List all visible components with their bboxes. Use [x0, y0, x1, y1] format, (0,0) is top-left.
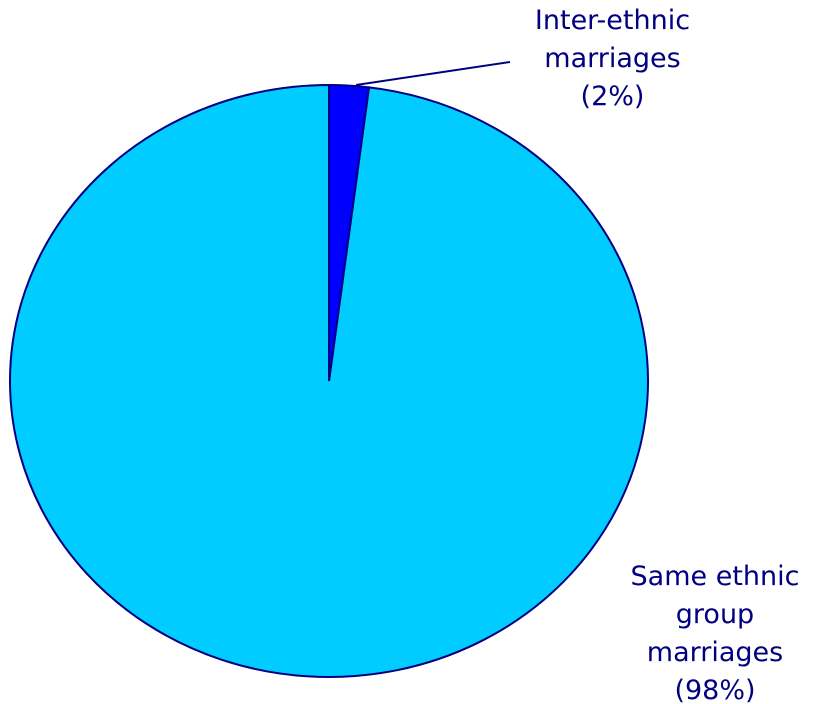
pie-slice [328, 83, 371, 382]
slice-label: Inter-ethnic marriages (2%) [500, 2, 725, 116]
leader-line [355, 61, 511, 86]
category-label: Same ethnic group marriages [630, 561, 800, 668]
value-label: (2%) [580, 81, 645, 112]
category-label: Inter-ethnic marriages [534, 5, 691, 74]
value-label: (98%) [674, 675, 756, 704]
slice-label: Same ethnic group marriages (98%) [600, 558, 825, 704]
